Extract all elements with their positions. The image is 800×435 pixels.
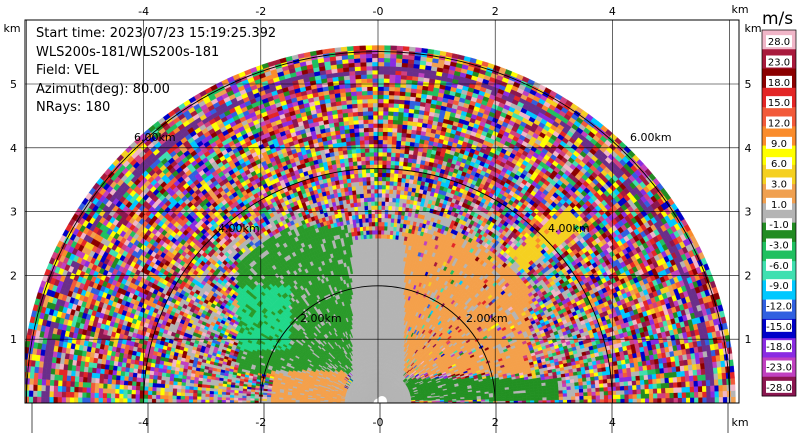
x-tick-label-top: -0 xyxy=(373,5,384,18)
colorbar-tick-label: -6.0 xyxy=(769,261,789,272)
range-ring-label: 2.00km xyxy=(300,312,342,325)
colorbar-tick-label: -28.0 xyxy=(766,383,792,394)
axis-unit-label: km xyxy=(3,22,20,35)
colorbar-tick-bg xyxy=(766,136,792,149)
colorbar-tick-label: 6.0 xyxy=(771,159,787,170)
x-tick-label-bottom: -0 xyxy=(373,416,384,429)
y-tick-label-right: 2 xyxy=(745,269,752,282)
range-ring-label: 4.00km xyxy=(548,222,590,235)
range-ring-label: 6.00km xyxy=(134,131,176,144)
colorbar-tick-label: -15.0 xyxy=(766,322,792,333)
plot-axes: -4 -4 -2 -2 -0 -0 2 2 4 4 1 1 2 2 3 3 4 4 5 5 km km km km xyxy=(3,3,762,433)
colorbar: 28.0 23.0 18.0 15.0 12.0 9.0 6.0 3.0 1.0 -1.0 -3.0… xyxy=(761,29,797,397)
colorbar-tick-bg xyxy=(766,238,792,251)
axis-unit-label: km xyxy=(731,416,748,429)
range-ring-label: 2.00km xyxy=(466,312,508,325)
colorbar-tick-label: -3.0 xyxy=(769,241,789,252)
colorbar-tick-label: -12.0 xyxy=(766,302,792,313)
colorbar-tick-bg xyxy=(766,279,792,292)
plot-overlay: 2.00km 2.00km 4.00km 4.00km 6.00km 6.00km xyxy=(25,20,739,403)
radar-origin-marker xyxy=(377,396,387,403)
colorbar-tick-label: 18.0 xyxy=(768,78,790,89)
colorbar-tick-bg xyxy=(766,258,792,271)
axis-unit-label: km xyxy=(731,3,748,16)
colorbar-tick-label: 12.0 xyxy=(768,119,790,130)
plot-frame xyxy=(24,19,740,404)
colorbar-tick-bg xyxy=(766,340,792,353)
radar-data xyxy=(25,45,736,403)
colorbar-tick-label: 23.0 xyxy=(768,58,790,69)
range-ring-label: 4.00km xyxy=(218,222,260,235)
colorbar-tick-bg xyxy=(766,218,792,231)
y-tick-label-left: 4 xyxy=(10,142,17,155)
colorbar-tick-label: 9.0 xyxy=(771,139,787,150)
x-tick-label-top: 4 xyxy=(609,5,616,18)
x-tick-label-top: -4 xyxy=(138,5,149,18)
y-tick-label-left: 3 xyxy=(10,206,17,219)
x-tick-label-bottom: 2 xyxy=(492,416,499,429)
x-tick-label-bottom: 4 xyxy=(609,416,616,429)
colorbar-tick-bg xyxy=(766,116,792,129)
x-tick-label-bottom: -2 xyxy=(255,416,266,429)
colorbar-tick-bg xyxy=(766,299,792,312)
colorbar-tick-label: -18.0 xyxy=(766,342,792,353)
colorbar-tick-bg xyxy=(766,197,792,210)
colorbar-tick-label: -9.0 xyxy=(769,281,789,292)
x-tick-label-top: -2 xyxy=(255,5,266,18)
y-tick-label-left: 2 xyxy=(10,269,17,282)
colorbar-tick-bg xyxy=(766,96,792,109)
colorbar-tick-bg xyxy=(766,55,792,68)
colorbar-tick-bg xyxy=(766,360,792,373)
colorbar-tick-label: 3.0 xyxy=(771,180,787,191)
colorbar-tick-bg xyxy=(766,380,792,393)
colorbar-tick-label: -1.0 xyxy=(769,220,789,231)
x-tick-label-bottom: -4 xyxy=(138,416,149,429)
colorbar-frame xyxy=(761,29,797,397)
y-tick-label-left: 5 xyxy=(10,78,17,91)
x-tick-label-top: 2 xyxy=(492,5,499,18)
colorbar-tick-bg xyxy=(766,75,792,88)
colorbar-tick-label: 28.0 xyxy=(768,37,790,48)
y-tick-label-left: 1 xyxy=(10,333,17,346)
colorbar-tick-bg xyxy=(766,177,792,190)
axis-unit-label: km xyxy=(744,22,761,35)
colorbar-unit: m/s xyxy=(762,9,794,29)
y-tick-label-right: 3 xyxy=(745,206,752,219)
y-tick-label-right: 1 xyxy=(745,333,752,346)
colorbar-tick-label: 1.0 xyxy=(771,200,787,211)
colorbar-tick-label: -23.0 xyxy=(766,363,792,374)
colorbar-tick-bg xyxy=(766,35,792,48)
colorbar-tick-bg xyxy=(766,319,792,332)
colorbar-tick-bg xyxy=(766,157,792,170)
colorbar-tick-label: 15.0 xyxy=(768,98,790,109)
y-tick-label-right: 4 xyxy=(745,142,752,155)
y-tick-label-right: 5 xyxy=(745,78,752,91)
range-ring-label: 6.00km xyxy=(630,131,672,144)
